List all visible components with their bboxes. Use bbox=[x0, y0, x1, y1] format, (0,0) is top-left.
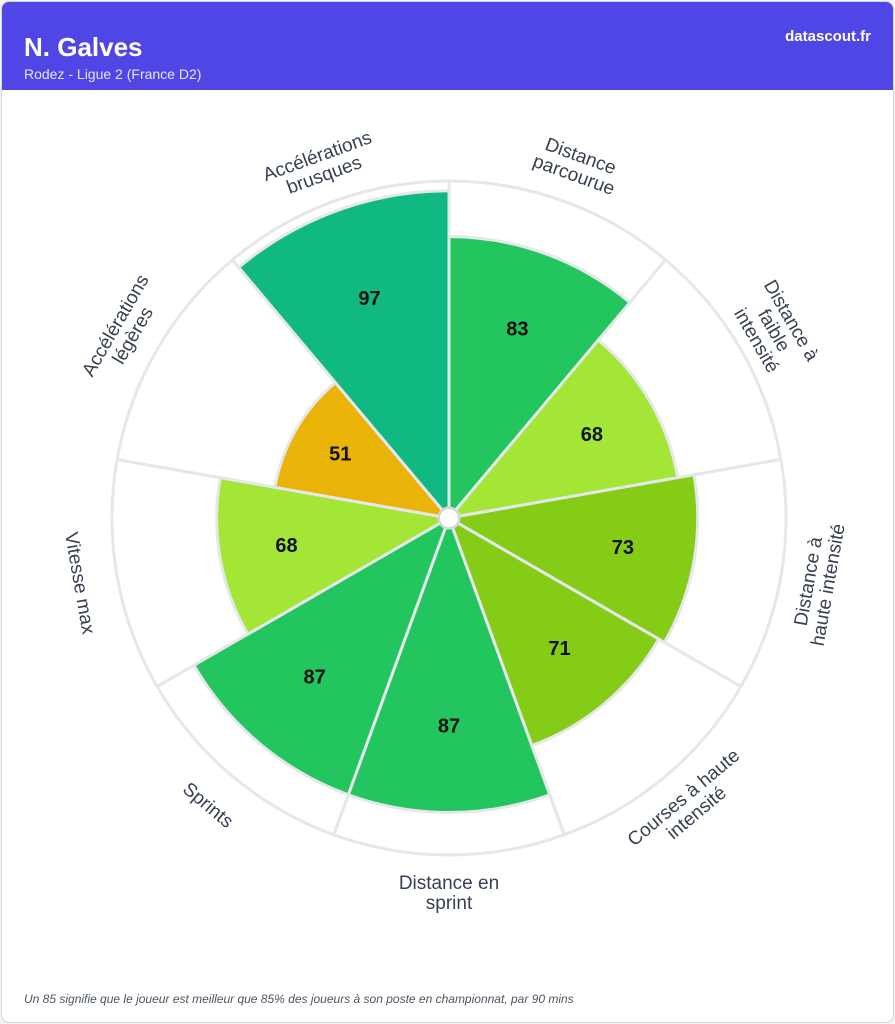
category-line: sprint bbox=[426, 893, 473, 914]
category-label: Vitesse max bbox=[60, 531, 99, 637]
value-label: 68 bbox=[581, 424, 603, 446]
category-label: Distance àhaute intensité bbox=[788, 519, 850, 648]
category-line: Distance en bbox=[399, 873, 499, 894]
value-label: 83 bbox=[506, 319, 528, 341]
value-label: 73 bbox=[612, 537, 634, 559]
value-label: 68 bbox=[275, 535, 297, 557]
player-name: N. Galves bbox=[24, 32, 143, 62]
category-line: Sprints bbox=[178, 779, 237, 833]
category-label: Distanceparcourue bbox=[530, 132, 624, 200]
category-label: Sprints bbox=[178, 779, 237, 833]
category-label: Distance en sprint bbox=[399, 873, 499, 914]
center-hole bbox=[438, 507, 460, 529]
header: N. Galves Rodez - Ligue 2 (France D2) da… bbox=[2, 2, 893, 90]
value-label: 51 bbox=[329, 444, 351, 466]
value-label: 87 bbox=[303, 666, 325, 688]
value-label: 71 bbox=[548, 638, 570, 660]
subtitle: Rodez - Ligue 2 (France D2) bbox=[24, 66, 202, 82]
value-label: 87 bbox=[438, 715, 460, 737]
footnote: Un 85 signifie que le joueur est meilleu… bbox=[24, 992, 574, 1006]
category-line: Vitesse max bbox=[60, 531, 99, 637]
brand[interactable]: datascout.fr bbox=[785, 28, 871, 45]
value-label: 97 bbox=[358, 288, 380, 310]
